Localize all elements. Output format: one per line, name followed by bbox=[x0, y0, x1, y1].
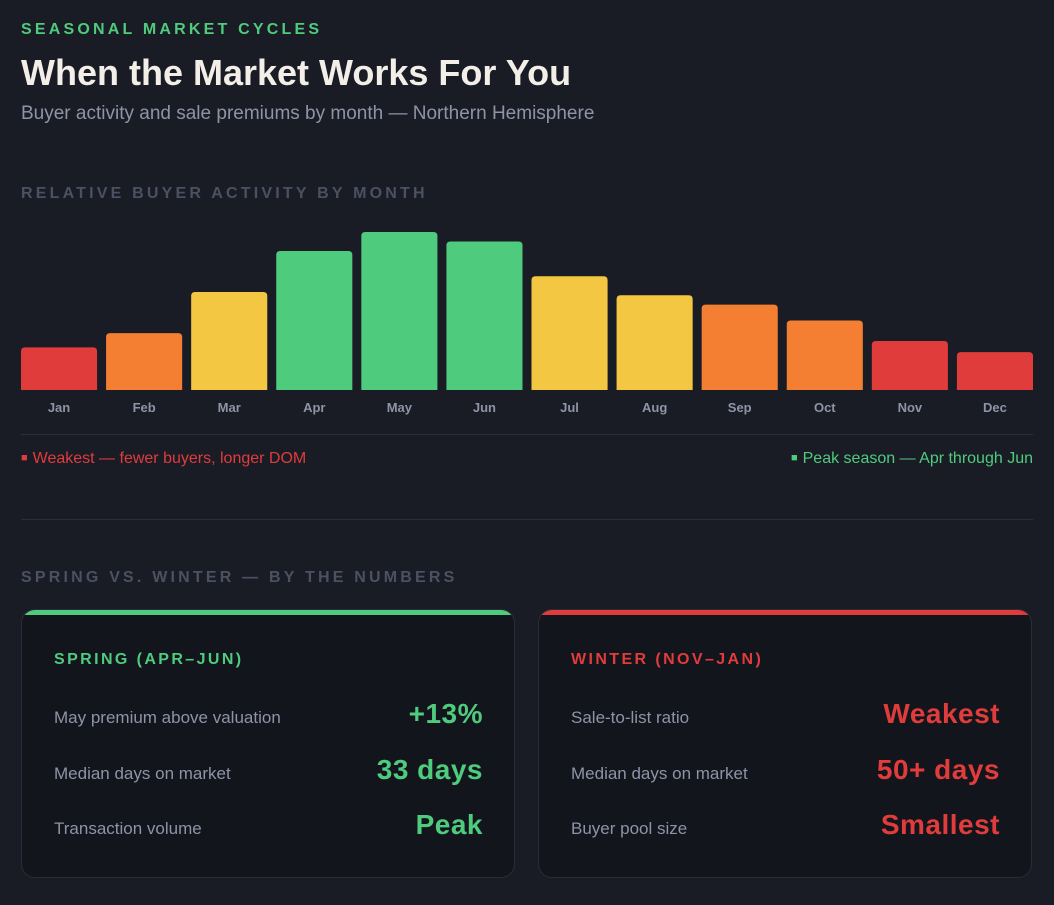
tick-label-sep: Sep bbox=[728, 400, 752, 415]
stat-row: Sale-to-list ratio Weakest bbox=[571, 698, 1000, 738]
page-subtitle: Buyer activity and sale premiums by mont… bbox=[21, 103, 595, 124]
stat-label: Transaction volume bbox=[54, 819, 202, 838]
stat-label: Buyer pool size bbox=[571, 819, 688, 838]
spring-card: SPRING (APR–JUN) May premium above valua… bbox=[21, 609, 515, 878]
spring-card-accent bbox=[22, 610, 514, 615]
bar-jun bbox=[446, 241, 523, 390]
divider bbox=[21, 519, 1033, 520]
bar-dec bbox=[956, 352, 1033, 390]
legend-peak-label: Peak season — Apr through Jun bbox=[802, 450, 1033, 467]
bar-oct bbox=[786, 320, 863, 390]
tick-label-dec: Dec bbox=[983, 400, 1007, 415]
buyer-activity-bar-chart: Jan Feb Mar Apr May Jun Jul Aug Sep Oct Nov Dec bbox=[21, 232, 1033, 415]
tick-label-jul: Jul bbox=[560, 400, 579, 415]
stat-value: Smallest bbox=[880, 809, 1000, 840]
tick-label-may: May bbox=[387, 400, 413, 415]
stat-row: Median days on market 50+ days bbox=[571, 754, 1000, 794]
eyebrow: SEASONAL MARKET CYCLES bbox=[21, 21, 323, 38]
tick-label-mar: Mar bbox=[218, 400, 241, 415]
stat-label: Sale-to-list ratio bbox=[571, 708, 690, 727]
spring-card-title: SPRING (APR–JUN) bbox=[54, 651, 244, 668]
stat-row: Buyer pool size Smallest bbox=[571, 809, 1000, 849]
bar-apr bbox=[276, 250, 353, 390]
page-title: When the Market Works For You bbox=[21, 52, 572, 93]
stat-label: Median days on market bbox=[54, 764, 231, 783]
bar-mar bbox=[191, 292, 268, 390]
bar-jul bbox=[531, 276, 608, 390]
stat-value: Weakest bbox=[883, 698, 1000, 729]
tick-label-feb: Feb bbox=[133, 400, 156, 415]
tick-label-apr: Apr bbox=[303, 400, 325, 415]
stat-value: 50+ days bbox=[876, 754, 1000, 785]
legend-peak-marker: ■ bbox=[790, 452, 798, 464]
bar-nov bbox=[871, 341, 948, 390]
tick-label-aug: Aug bbox=[642, 400, 667, 415]
divider bbox=[21, 434, 1033, 435]
tick-label-nov: Nov bbox=[898, 400, 923, 415]
comparison-section-label: SPRING VS. WINTER — BY THE NUMBERS bbox=[21, 569, 458, 586]
chart-section-label: RELATIVE BUYER ACTIVITY BY MONTH bbox=[21, 185, 428, 202]
tick-label-jan: Jan bbox=[48, 400, 70, 415]
bar-feb bbox=[106, 333, 183, 390]
legend-peak: ■ Peak season — Apr through Jun bbox=[791, 450, 1033, 468]
stat-row: Median days on market 33 days bbox=[54, 754, 483, 794]
stat-value: Peak bbox=[415, 809, 483, 840]
bar-aug bbox=[616, 295, 693, 390]
tick-label-oct: Oct bbox=[814, 400, 836, 415]
stat-row: May premium above valuation +13% bbox=[54, 698, 483, 738]
stat-label: May premium above valuation bbox=[54, 708, 281, 727]
winter-card-title: WINTER (NOV–JAN) bbox=[571, 651, 764, 668]
legend-weakest: ■ Weakest — fewer buyers, longer DOM bbox=[21, 450, 306, 468]
legend-weakest-marker: ■ bbox=[21, 452, 28, 464]
stat-label: Median days on market bbox=[571, 764, 748, 783]
stat-value: +13% bbox=[408, 698, 483, 729]
winter-card: WINTER (NOV–JAN) Sale-to-list ratio Weak… bbox=[538, 609, 1032, 878]
stat-row: Transaction volume Peak bbox=[54, 809, 483, 849]
bar-jan bbox=[21, 347, 98, 390]
legend-weakest-label: Weakest — fewer buyers, longer DOM bbox=[32, 450, 307, 467]
stat-value: 33 days bbox=[376, 754, 483, 785]
bar-sep bbox=[701, 304, 778, 390]
tick-label-jun: Jun bbox=[473, 400, 496, 415]
bar-may bbox=[361, 232, 438, 390]
winter-card-accent bbox=[539, 610, 1031, 615]
